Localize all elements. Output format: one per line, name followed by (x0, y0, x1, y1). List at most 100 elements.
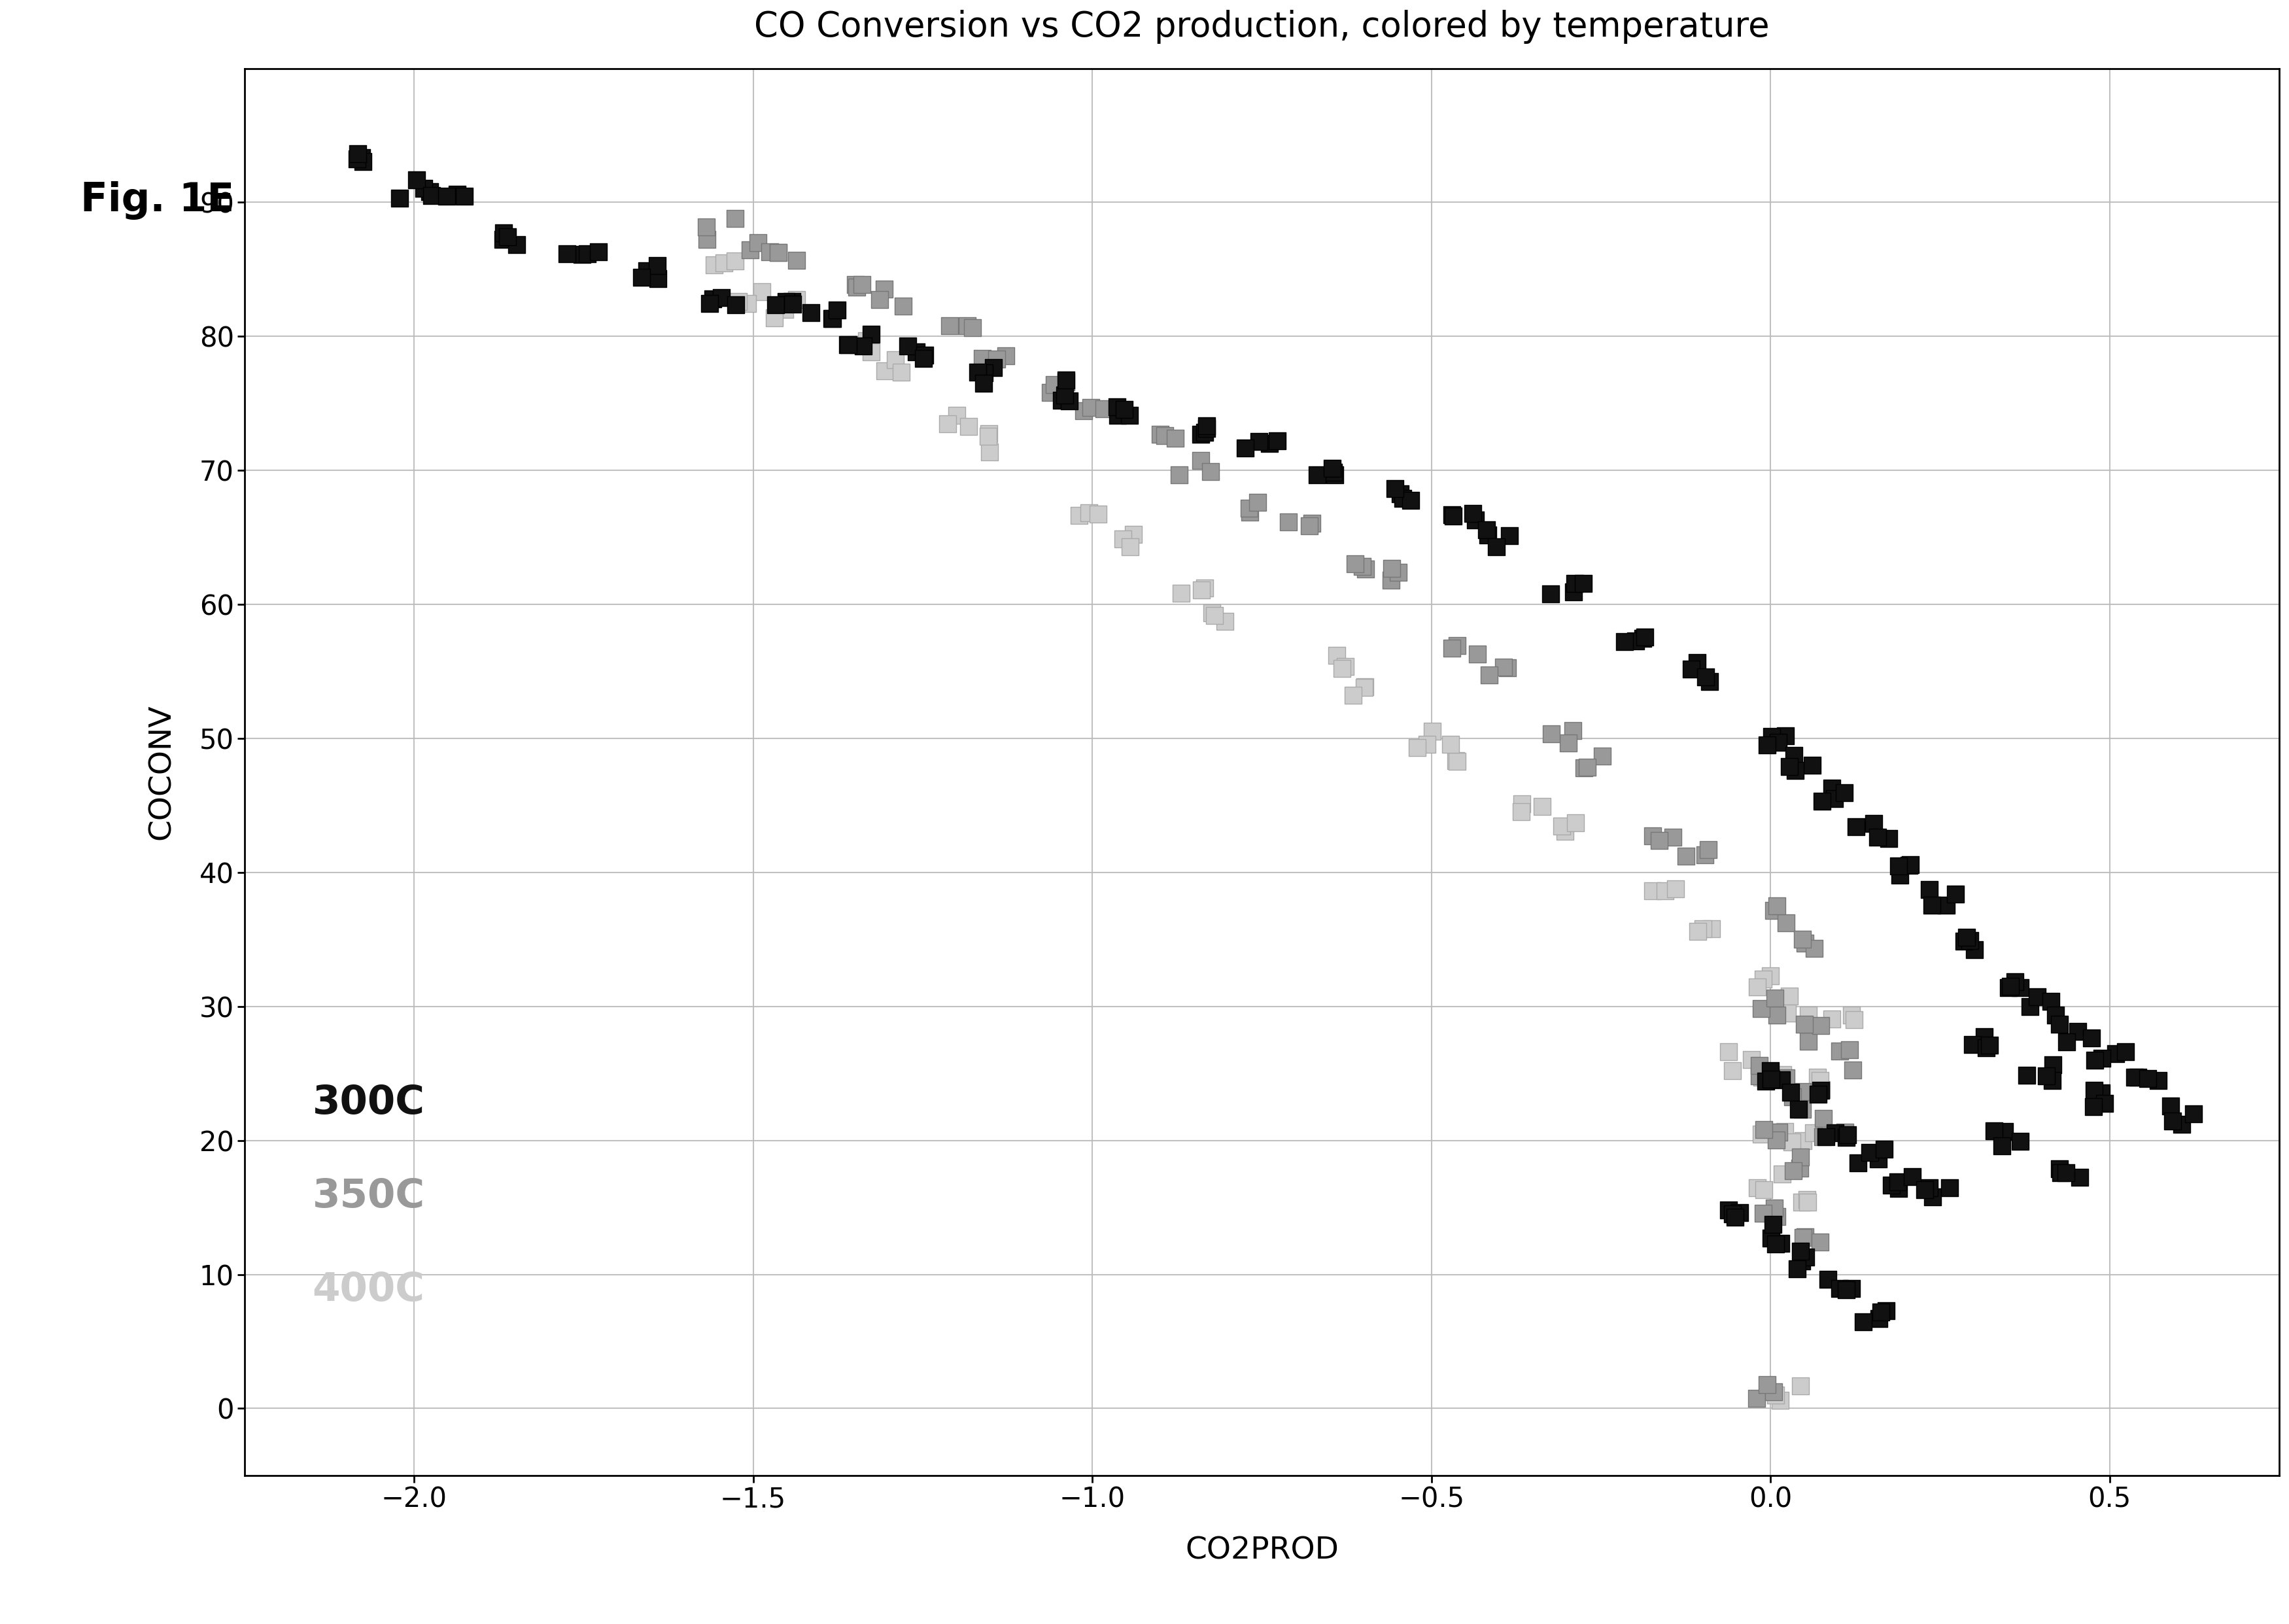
Point (339, 141, 375, 167)
Point (1550, 731, 1586, 757)
Point (1259, 427, 1296, 453)
Point (1163, 580, 1199, 606)
Point (1779, 1255, 1815, 1281)
Point (1827, 1276, 1863, 1302)
Point (1206, 609, 1243, 635)
Point (2163, 1111, 2200, 1137)
Point (1547, 818, 1584, 844)
Point (1627, 624, 1664, 650)
Point (1408, 731, 1444, 757)
Point (1763, 1067, 1799, 1093)
Point (1454, 500, 1490, 526)
Point (1801, 1067, 1838, 1093)
Point (1749, 732, 1785, 758)
Point (439, 182, 476, 208)
Point (1744, 1064, 1781, 1090)
Point (1557, 570, 1593, 596)
Point (1231, 495, 1268, 521)
Point (1646, 879, 1682, 905)
Point (1767, 723, 1804, 749)
Point (1742, 1121, 1779, 1147)
Point (1673, 656, 1710, 682)
Point (1440, 749, 1476, 775)
Point (1806, 1106, 1843, 1132)
Point (955, 315, 991, 341)
Point (1801, 1077, 1838, 1103)
Point (813, 305, 849, 331)
Point (1879, 1176, 1916, 1202)
Point (1625, 625, 1662, 651)
Point (1346, 674, 1383, 700)
Point (1531, 581, 1568, 607)
Point (1781, 1372, 1817, 1398)
Point (2085, 1090, 2122, 1116)
Point (1472, 663, 1508, 689)
Point (1183, 422, 1220, 448)
Point (1833, 1276, 1870, 1302)
Point (485, 221, 522, 247)
Point (1607, 628, 1644, 654)
Point (1080, 500, 1117, 526)
Point (2083, 1046, 2120, 1072)
Point (1804, 1124, 1840, 1150)
Point (829, 331, 865, 357)
Point (1797, 935, 1833, 961)
Point (886, 292, 922, 318)
Point (1788, 1244, 1824, 1270)
Point (884, 359, 920, 385)
Point (1071, 395, 1108, 421)
Point (1490, 654, 1527, 680)
Point (1714, 1057, 1751, 1083)
Point (1808, 1124, 1845, 1150)
Point (694, 286, 730, 312)
Point (1717, 1203, 1753, 1229)
Point (1781, 1096, 1817, 1122)
Point (929, 411, 966, 437)
Point (696, 252, 732, 278)
Point (1524, 794, 1561, 820)
Point (767, 296, 803, 322)
Point (1838, 814, 1875, 840)
Point (1433, 502, 1470, 528)
Point (1833, 1057, 1870, 1083)
Point (1099, 403, 1135, 429)
Point (1744, 966, 1781, 992)
Point (975, 354, 1012, 380)
Point (1753, 1067, 1790, 1093)
Point (2129, 1065, 2165, 1091)
Point (1115, 521, 1151, 547)
Point (1435, 503, 1472, 529)
Point (1740, 974, 1776, 1000)
Point (1783, 1237, 1820, 1263)
Point (1504, 799, 1540, 825)
Point (716, 206, 753, 232)
Point (1557, 810, 1593, 836)
Point (2060, 1018, 2097, 1044)
Point (971, 438, 1007, 464)
Point (1790, 1189, 1827, 1215)
Point (1183, 577, 1220, 603)
Point (703, 284, 739, 310)
Point (1804, 788, 1840, 814)
Point (1655, 823, 1692, 849)
Point (1758, 1127, 1795, 1153)
Point (412, 179, 449, 205)
Point (1328, 653, 1364, 679)
Point (346, 148, 382, 174)
Point (744, 279, 781, 305)
Point (2019, 984, 2056, 1010)
Point (890, 333, 927, 359)
Point (1440, 633, 1476, 659)
Point (1783, 926, 1820, 952)
Point (971, 422, 1007, 448)
Point (774, 291, 810, 317)
Point (2074, 1095, 2110, 1121)
Point (1763, 1231, 1799, 1257)
X-axis label: CO2PROD: CO2PROD (1186, 1536, 1339, 1566)
Point (1147, 422, 1183, 448)
Point (689, 214, 726, 240)
Point (1772, 1080, 1808, 1106)
Point (1433, 731, 1470, 757)
Point (1893, 851, 1930, 877)
Point (1893, 1163, 1930, 1189)
